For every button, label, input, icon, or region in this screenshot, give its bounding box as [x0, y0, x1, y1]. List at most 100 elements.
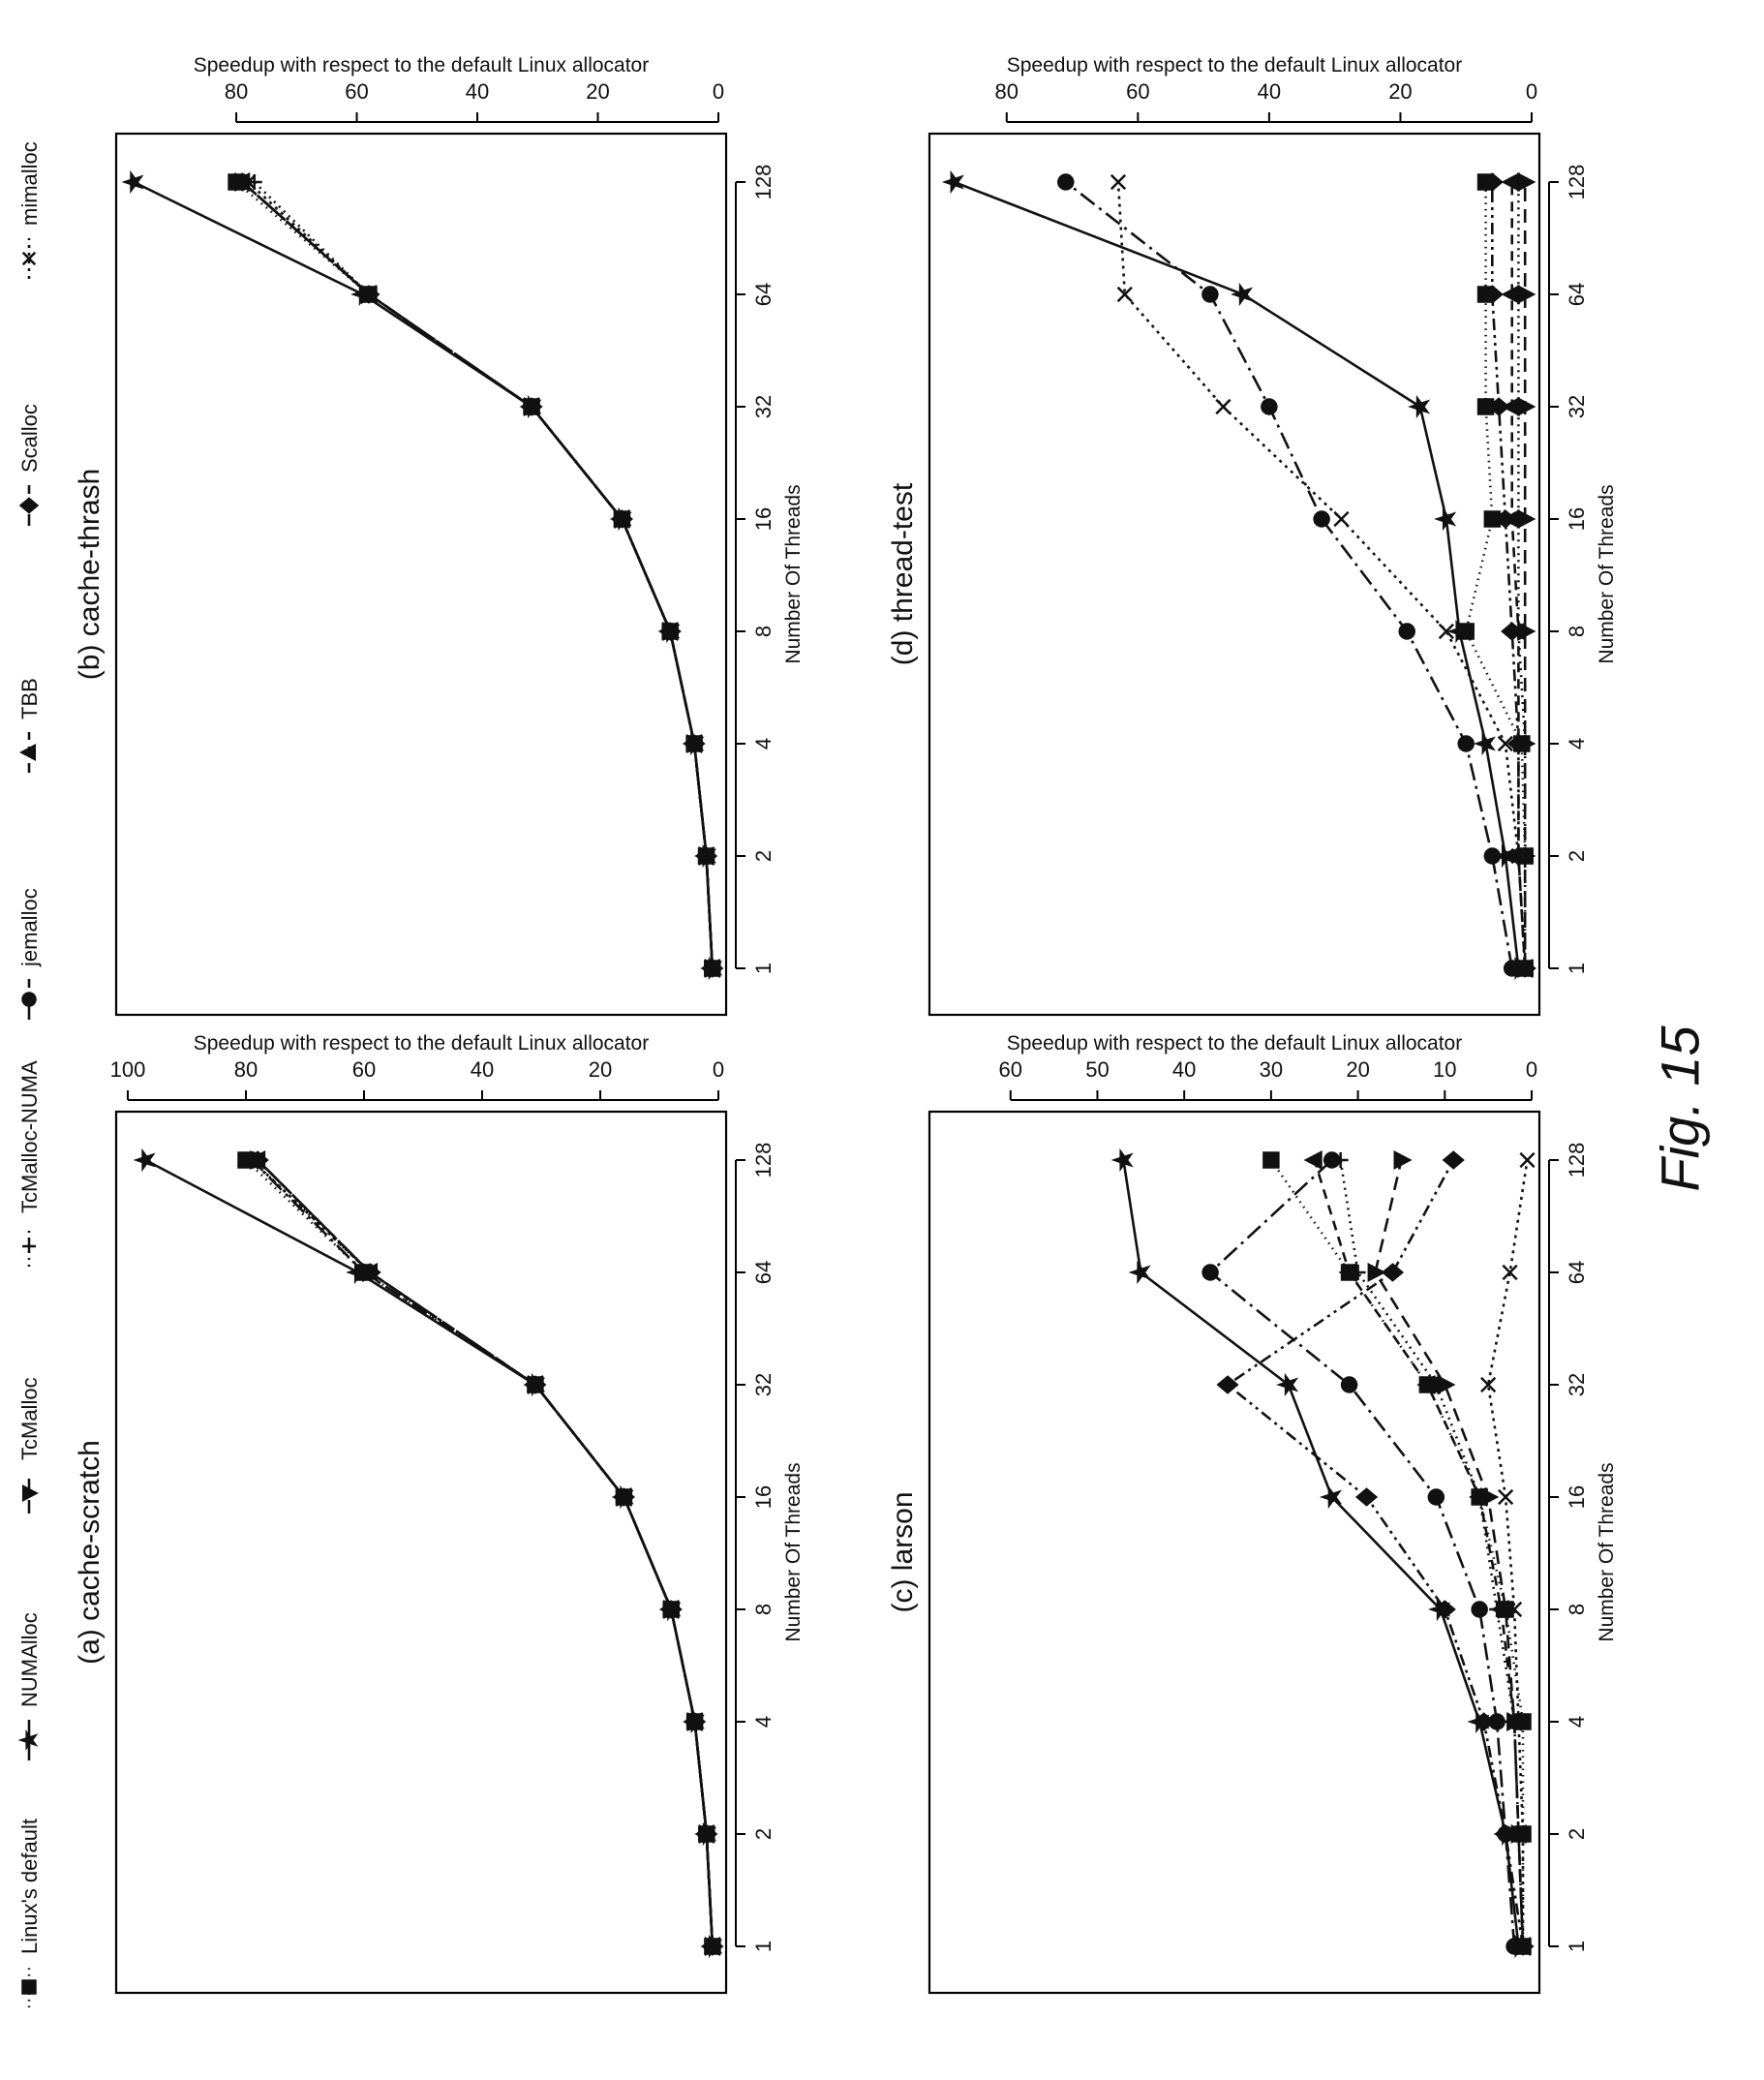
y-tick-label: 0: [713, 79, 724, 104]
data-point-mimalloc: [704, 960, 720, 977]
x-tick-label: 16: [1565, 507, 1589, 531]
data-point-mimalloc: [1333, 510, 1350, 528]
legend-marker-triangle-up: [18, 744, 37, 761]
data-point-tbb: [1490, 1599, 1509, 1620]
plot-frame: [928, 132, 1541, 1017]
data-point-numalloc: [1110, 1147, 1134, 1173]
data-point-jemalloc: [1398, 623, 1415, 640]
y-tick-label: 40: [1172, 1057, 1196, 1082]
legend-item-tcmalloc-numa: TcMalloc-NUMA: [17, 1060, 42, 1267]
y-tick-label: 20: [1346, 1057, 1369, 1082]
data-point-tcmalloc: [1367, 1262, 1386, 1283]
data-point-numalloc: [1446, 619, 1470, 644]
y-tick-label: 40: [471, 1057, 494, 1082]
legend-item-scalloc: Scalloc: [17, 404, 42, 526]
series-tcmalloc-numa: [246, 174, 720, 976]
x-tick-label: 1: [751, 1941, 776, 1952]
x-tick-label: 32: [1565, 395, 1589, 418]
data-point-mimalloc: [1480, 1376, 1497, 1393]
x-tick-label: 64: [751, 283, 776, 306]
series-numalloc: [1110, 1147, 1529, 1959]
x-tick-label: 64: [1565, 283, 1589, 306]
legend-marker-triangle-down: [21, 1484, 40, 1502]
data-point-tbb: [1303, 1149, 1323, 1171]
data-point-mimalloc: [704, 1938, 720, 1955]
data-point-mimalloc: [1502, 1264, 1518, 1281]
data-point-numalloc: [1276, 1372, 1299, 1397]
panel-title: (c) larson: [887, 1491, 919, 1612]
data-point-mimalloc: [686, 735, 703, 752]
y-tick-label: 40: [1258, 79, 1281, 104]
data-point-mimalloc: [523, 398, 540, 415]
series-line-tbb: [1313, 1159, 1525, 1947]
y-tick-label: 30: [1260, 1057, 1283, 1082]
y-tick-label: 0: [713, 1057, 724, 1082]
data-point-scalloc: [1442, 1150, 1465, 1170]
data-point-tbb: [1501, 284, 1520, 305]
x-tick-label: 16: [751, 1485, 776, 1509]
x-tick-label: 32: [1565, 1373, 1589, 1396]
data-point-numalloc: [1128, 1260, 1151, 1285]
data-point-numalloc: [1319, 1484, 1343, 1510]
legend-item-tcmalloc: TcMalloc: [17, 1377, 42, 1514]
data-point-jemalloc: [1427, 1488, 1445, 1506]
legend-item-linux-s-default: Linux's default: [17, 1819, 42, 2007]
y-tick-label: 0: [1526, 1057, 1537, 1082]
series-mimalloc: [244, 1151, 720, 1955]
legend-label: Linux's default: [17, 1819, 42, 1954]
legend-label: NUMAlloc: [17, 1612, 42, 1707]
data-point-scalloc: [1354, 1487, 1379, 1507]
data-point-tbb: [1416, 1374, 1436, 1395]
legend-label: TcMalloc-NUMA: [17, 1060, 42, 1213]
series-line-numalloc: [1122, 1159, 1520, 1947]
legend-label: Scalloc: [17, 404, 42, 473]
data-point-mimalloc: [698, 847, 715, 865]
data-point-mimalloc: [362, 1264, 379, 1281]
data-point-mimalloc: [614, 510, 630, 528]
data-point-scalloc: [246, 1150, 269, 1170]
series-line-tbb: [241, 181, 715, 969]
series-line-jemalloc: [251, 1159, 715, 1947]
data-point-mimalloc: [1510, 847, 1527, 865]
data-point-numalloc: [1231, 282, 1254, 307]
data-point-mimalloc: [686, 1713, 703, 1730]
y-tick-label: 80: [234, 1057, 258, 1082]
panel-larson: (c) larson 1 2 4 8 16 32 64 128 Number Of Threads…: [887, 1032, 1618, 1995]
series-line-mimalloc: [247, 181, 715, 969]
series-line-scalloc: [241, 181, 715, 969]
data-point-jemalloc: [1457, 735, 1475, 752]
x-tick-label: 4: [751, 1716, 776, 1728]
series-jemalloc: [1201, 1151, 1523, 1955]
series-jemalloc: [1057, 173, 1521, 977]
data-point-tbb: [1501, 171, 1520, 193]
series-line-tcmalloc-numa: [253, 181, 715, 969]
y-tick-label: 20: [589, 1057, 612, 1082]
data-point-jemalloc: [1201, 1264, 1219, 1281]
data-point-scalloc: [230, 172, 254, 192]
data-point-mimalloc: [1505, 1601, 1523, 1618]
data-point-mimalloc: [1497, 735, 1513, 752]
series-mimalloc: [240, 173, 720, 977]
x-tick-label: 1: [1565, 963, 1589, 974]
series-line-tcmalloc: [1374, 1159, 1525, 1947]
y-tick-label: 10: [1433, 1057, 1456, 1082]
legend-label: jemalloc: [17, 888, 42, 967]
series-numalloc: [121, 169, 723, 981]
data-point-mimalloc: [1215, 398, 1232, 415]
data-point-mimalloc: [698, 1825, 715, 1843]
x-tick-label: 2: [1565, 850, 1589, 862]
data-point-numalloc: [1408, 394, 1431, 419]
data-point-scalloc: [1506, 734, 1531, 753]
y-tick-label: 60: [352, 1057, 376, 1082]
series-line-numalloc: [144, 1158, 715, 1947]
legend-marker-plus: [22, 1239, 36, 1253]
data-point-numalloc: [133, 1147, 156, 1173]
x-tick-label: 2: [751, 1828, 776, 1840]
data-point-numalloc: [1434, 506, 1457, 532]
plot-frame: [928, 1110, 1541, 1995]
panel-cache-thrash: (b) cache-thrash 1 2 4 8 16 32 64 128 Number Of T…: [74, 54, 805, 1017]
x-tick-label: 4: [1565, 738, 1589, 749]
panel-cache-scratch: (a) cache-scratch 1 2 4 8 16 32 64 128 Number Of …: [74, 1032, 805, 1995]
data-point-mimalloc: [1110, 173, 1127, 191]
panel-title: (a) cache-scratch: [74, 1440, 106, 1665]
